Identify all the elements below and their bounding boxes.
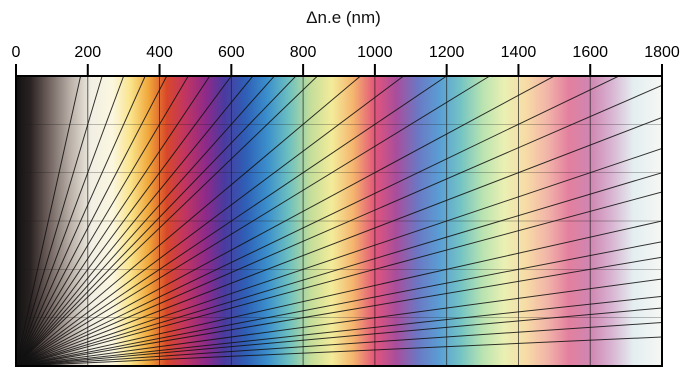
x-tick-label-1400: 1400: [501, 44, 537, 61]
x-tick-label-1600: 1600: [572, 44, 608, 61]
birefringence-line-18: [16, 84, 662, 366]
birefringence-line-24: [16, 241, 662, 366]
birefringence-line-17: [16, 76, 620, 366]
birefringence-line-3: [16, 76, 146, 366]
birefringence-line-1: [16, 76, 103, 366]
birefringence-line-29: [16, 322, 662, 366]
x-tick-label-800: 800: [290, 44, 317, 61]
birefringence-line-16: [16, 76, 555, 366]
birefringence-line-20: [16, 148, 662, 366]
birefringence-line-15: [16, 76, 490, 366]
x-tick-label-600: 600: [218, 44, 245, 61]
x-tick-label-200: 200: [74, 44, 101, 61]
birefringence-line-30: [16, 336, 662, 366]
birefringence-line-14: [16, 76, 447, 366]
x-tick-label-400: 400: [146, 44, 173, 61]
birefringence-line-0: [16, 76, 82, 366]
plot-frame: [15, 75, 663, 367]
birefringence-line-28: [16, 307, 662, 366]
birefringence-line-13: [16, 76, 404, 366]
birefringence-line-26: [16, 278, 662, 366]
x-tick-label-1200: 1200: [429, 44, 465, 61]
birefringence-line-23: [16, 220, 662, 366]
birefringence-line-8: [16, 76, 254, 366]
birefringence-line-9: [16, 76, 275, 366]
birefringence-line-19: [16, 116, 662, 366]
birefringence-line-22: [16, 191, 662, 366]
x-tick-label-0: 0: [12, 44, 21, 61]
birefringence-line-5: [16, 76, 189, 366]
axis-title: Δn.e (nm): [306, 8, 381, 27]
x-tick-label-1800: 1800: [644, 44, 680, 61]
birefringence-line-6: [16, 76, 211, 366]
birefringence-line-4: [16, 76, 168, 366]
birefringence-line-21: [16, 172, 662, 366]
birefringence-line-25: [16, 256, 662, 366]
birefringence-line-10: [16, 76, 297, 366]
birefringence-line-12: [16, 76, 361, 366]
birefringence-line-7: [16, 76, 232, 366]
x-tick-label-1000: 1000: [357, 44, 393, 61]
line-layer: [16, 76, 662, 366]
birefringence-line-2: [16, 76, 125, 366]
birefringence-line-27: [16, 295, 662, 366]
birefringence-line-11: [16, 76, 318, 366]
